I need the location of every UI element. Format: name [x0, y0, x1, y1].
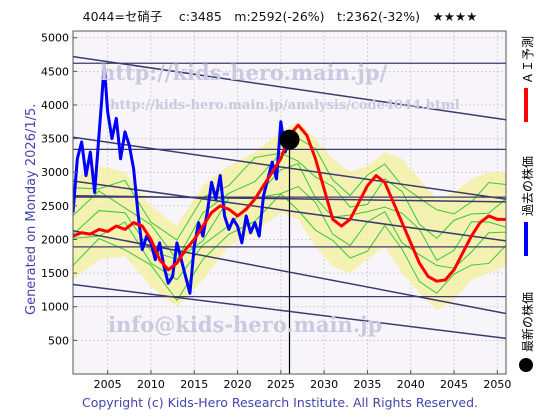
forecast-band-line [73, 152, 506, 261]
y-tick-label: 2500 [41, 200, 69, 213]
y-tick-label: 3000 [41, 166, 69, 179]
y-tick-label: 4500 [41, 65, 69, 78]
y-tick-label: 5000 [41, 32, 69, 45]
forecast-band-line [73, 162, 506, 262]
forecast-band-line [73, 193, 506, 302]
legend-ai-swatch [524, 88, 528, 122]
generated-date-label: Generated on Monday 2026/1/5. [24, 103, 39, 315]
legend-past-swatch [524, 222, 528, 256]
forecast-band-line [73, 137, 506, 241]
past-price-series [73, 63, 291, 295]
plot-area [73, 55, 506, 374]
x-tick-label: 2035 [353, 378, 381, 391]
legend-latest-dot [519, 358, 533, 372]
plot-frame [72, 30, 507, 375]
legend-past-label: 過去の株価 [521, 155, 535, 216]
trend-line [73, 55, 506, 121]
x-tick-label: 2045 [440, 378, 468, 391]
legend-latest-label: 最新の株価 [521, 291, 535, 352]
y-tick-label: 1500 [41, 267, 69, 280]
x-tick-label: 2050 [483, 378, 511, 391]
x-tick-label: 2005 [94, 378, 122, 391]
x-tick-label: 2040 [397, 378, 425, 391]
x-tick-label: 2010 [137, 378, 165, 391]
x-tick-label: 2030 [310, 378, 338, 391]
y-tick-label: 4000 [41, 99, 69, 112]
latest-price-dot [279, 129, 300, 150]
legend-ai-label: ＡＩ予測 [521, 35, 535, 84]
y-tick-label: 3500 [41, 133, 69, 146]
y-tick-label: 1000 [41, 301, 69, 314]
x-tick-label: 2015 [180, 378, 208, 391]
y-tick-label: 2000 [41, 233, 69, 246]
copyright: Copyright (c) Kids-Hero Research Institu… [81, 395, 479, 410]
y-tick-label: 500 [48, 334, 69, 347]
x-tick-label: 2025 [267, 378, 295, 391]
chart-title: 4044=セ硝子 c:3485 m:2592(-26%) t:2362(-32%… [82, 9, 478, 24]
x-tick-label: 2020 [224, 378, 252, 391]
